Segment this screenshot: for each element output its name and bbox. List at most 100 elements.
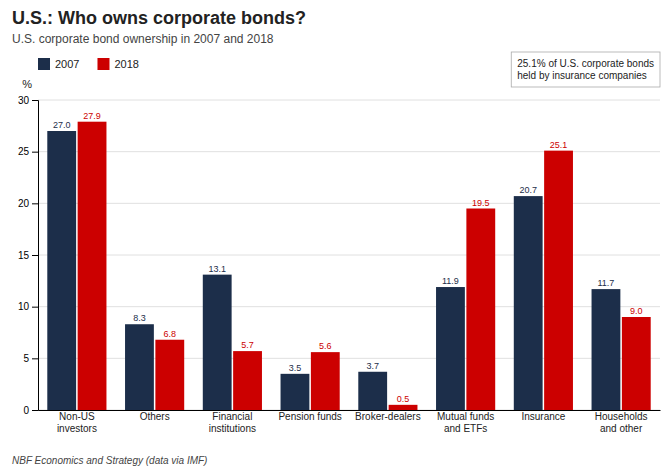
x-axis: Non-USinvestors Others Financialinstitutio… (39, 410, 661, 434)
bar (78, 122, 107, 410)
y-axis: 0 5 10 15 20 25 30 (18, 95, 39, 416)
bar (47, 131, 76, 410)
x-tick-label: Householdsand other (595, 411, 648, 434)
title: U.S.: Who owns corporate bonds? (12, 8, 306, 28)
y-tick: 0 (23, 405, 38, 416)
legend-item: 2018 (97, 58, 138, 70)
data-label: 13.1 (208, 264, 226, 274)
y-tick-mark (32, 255, 38, 256)
data-label: 6.8 (164, 329, 177, 339)
text-line: Pension funds (278, 411, 341, 422)
legend: 2007 2018 (38, 58, 139, 70)
bar (466, 209, 495, 411)
y-tick-mark (32, 358, 38, 359)
bar (233, 351, 262, 410)
bar (358, 372, 387, 410)
text-line: institutions (209, 423, 256, 434)
legend-label: 2018 (114, 58, 138, 70)
y-tick-label: 5 (23, 353, 29, 364)
chart-svg: U.S.: Who owns corporate bonds? U.S. corp… (0, 0, 670, 472)
x-tick: Mutual fundsand ETFs (437, 410, 494, 434)
text-line: and other (600, 423, 643, 434)
data-label: 25.1 (550, 140, 568, 150)
x-tick: Householdsand other (595, 410, 648, 434)
x-tick-label: Mutual fundsand ETFs (437, 411, 494, 434)
data-label: 9.0 (630, 306, 643, 316)
annotation-text: 25.1% of U.S. corporate bondsheld by ins… (517, 58, 654, 81)
text-line: Households (595, 411, 648, 422)
text-line: 25.1% of U.S. corporate bonds (517, 58, 654, 69)
y-axis-line (32, 101, 39, 411)
y-tick-label: 25 (18, 146, 30, 157)
text-line: Insurance (521, 411, 565, 422)
data-label: 5.6 (319, 341, 332, 351)
y-tick: 25 (18, 146, 38, 157)
data-label: 11.9 (442, 276, 459, 286)
data-label: 27.9 (83, 111, 101, 121)
y-tick-label: 10 (18, 301, 30, 312)
y-tick-mark (32, 203, 38, 204)
x-axis-line (39, 410, 661, 411)
x-tick: Non-USinvestors (57, 410, 97, 434)
y-tick-mark (32, 307, 38, 308)
bar (544, 151, 573, 410)
y-tick-mark (32, 152, 38, 153)
plot: 0 5 10 15 20 25 30% Non-USinvestors Others Financ… (18, 78, 661, 434)
bar (281, 374, 310, 410)
bar (514, 196, 543, 410)
y-tick-mark (32, 100, 38, 101)
text-line: held by insurance companies (517, 70, 647, 81)
y-tick: 5 (23, 353, 38, 364)
bar (622, 317, 651, 410)
bar (203, 275, 232, 410)
bar (155, 340, 184, 410)
y-tick-label: 20 (18, 198, 30, 209)
x-tick: Financialinstitutions (209, 410, 256, 434)
legend-item: 2007 (38, 58, 79, 70)
text-line: Others (140, 411, 170, 422)
bar (311, 352, 340, 410)
y-tick: 30 (18, 95, 38, 106)
legend-label: 2007 (55, 58, 79, 70)
grid-line (38, 100, 660, 101)
data-label: 8.3 (133, 313, 146, 323)
legend-swatch (97, 58, 109, 70)
bar-series (78, 122, 651, 410)
annotation: 25.1% of U.S. corporate bondsheld by ins… (511, 52, 660, 87)
y-axis-label: % (22, 78, 32, 90)
text-line: investors (57, 423, 97, 434)
y-tick-mark (32, 410, 38, 411)
data-label: 3.5 (289, 363, 302, 373)
text-line: Non-US (59, 411, 95, 422)
data-label: 19.5 (472, 198, 490, 208)
text-line: and ETFs (444, 423, 487, 434)
data-label: 5.7 (241, 340, 254, 350)
y-tick: 15 (18, 250, 38, 261)
x-tick: Others (140, 410, 170, 422)
x-tick-label: Broker-dealers (355, 411, 421, 422)
y-tick: 20 (18, 198, 38, 209)
x-tick-label: Insurance (521, 411, 565, 422)
text-line: Financial (212, 411, 252, 422)
x-tick: Insurance (521, 410, 565, 422)
text-line: Mutual funds (437, 411, 494, 422)
legend-swatch (38, 58, 50, 70)
y-tick-label: 0 (23, 405, 29, 416)
data-label: 11.7 (598, 278, 615, 288)
data-label: 0.5 (397, 394, 410, 404)
bar (125, 324, 154, 410)
x-tick-label: Pension funds (278, 411, 341, 422)
subtitle: U.S. corporate bond ownership in 2007 an… (12, 32, 274, 46)
x-tick: Pension funds (278, 410, 341, 422)
y-tick-label: 30 (18, 95, 30, 106)
x-tick-label: Non-USinvestors (57, 411, 97, 434)
y-tick: 10 (18, 301, 38, 312)
data-labels: 27.08.313.13.53.711.920.711.727.96.85.75… (53, 111, 643, 404)
bars (47, 122, 650, 410)
x-tick-label: Others (140, 411, 170, 422)
bar-series (47, 131, 620, 410)
footnote: NBF Economics and Strategy (data via IMF… (12, 455, 207, 466)
data-label: 20.7 (519, 185, 537, 195)
text-line: Broker-dealers (355, 411, 421, 422)
bar (436, 287, 465, 410)
